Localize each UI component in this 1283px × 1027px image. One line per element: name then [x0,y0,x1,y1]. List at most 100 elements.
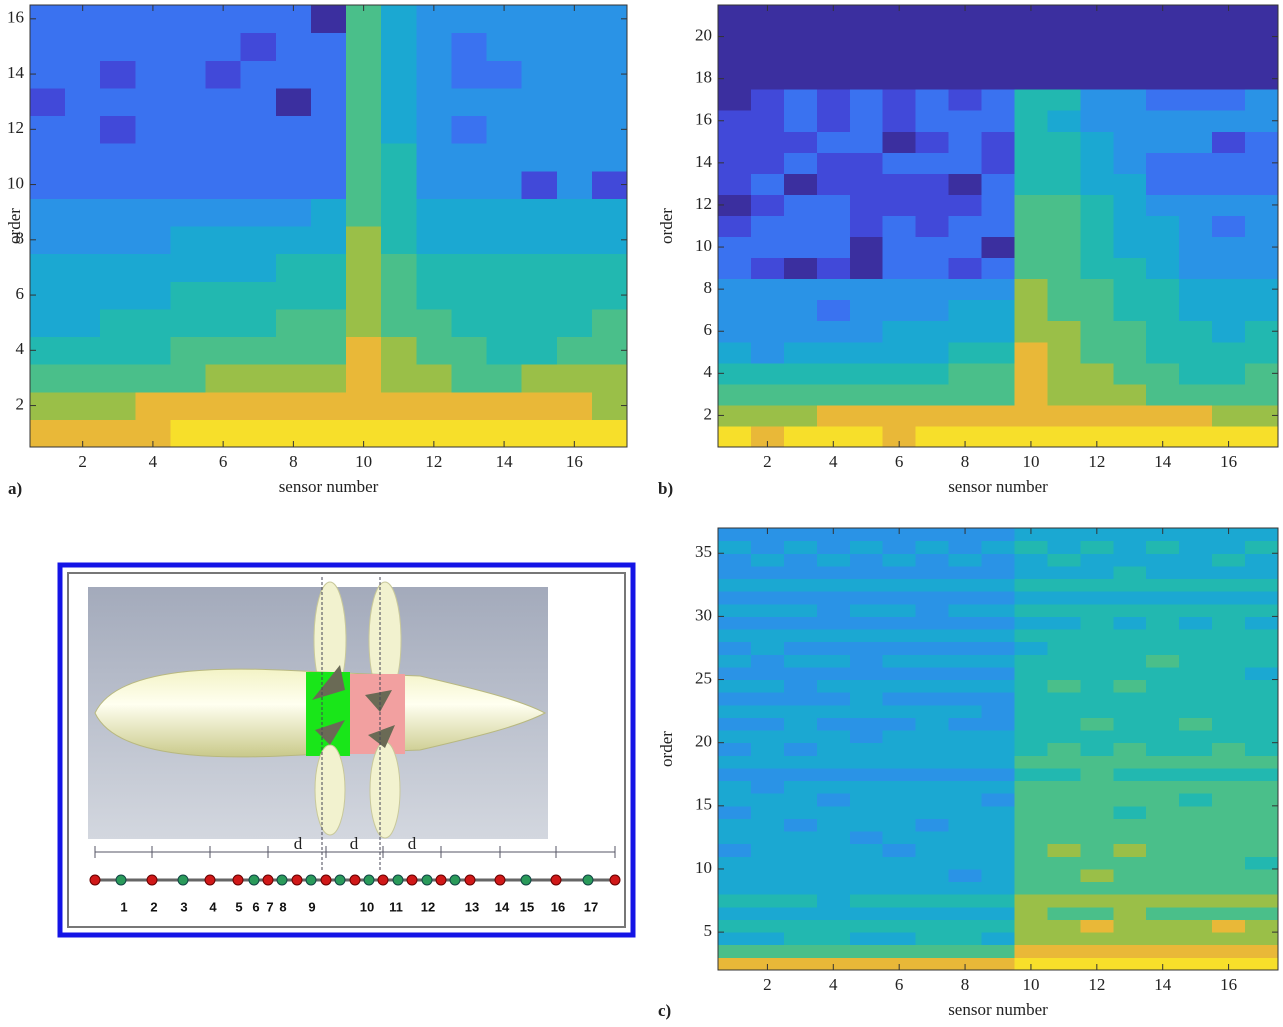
cell [849,565,884,580]
cell [915,194,950,216]
sensor-green [520,874,532,886]
cell [1113,553,1147,567]
cell [1146,5,1180,27]
cell [381,364,417,393]
sensor-label: 12 [421,899,435,914]
cell [882,730,917,744]
cell [849,730,884,744]
cell [1245,591,1279,605]
cell [521,5,558,34]
cell [1179,932,1213,946]
cell [416,364,452,393]
cell [416,308,452,337]
cell [1212,805,1246,819]
cell [1080,641,1114,655]
cell [205,115,242,144]
cell [170,198,207,227]
cell [1212,110,1246,132]
sensor-red [262,874,274,886]
cell [718,818,752,832]
cell [556,281,593,310]
cell [1113,89,1147,111]
cell [1245,654,1279,668]
cell [1179,603,1213,617]
cell [1245,767,1279,782]
cell [1179,591,1213,605]
y-tick-label: 16 [695,110,712,129]
cell [750,944,785,958]
cell [1212,666,1246,681]
cell [1080,383,1114,406]
cell [1113,603,1147,617]
cell [1047,641,1081,655]
cell [816,278,851,301]
cell [521,115,558,144]
cell [1146,767,1180,782]
cell [416,198,452,227]
cell [1146,666,1180,681]
cell [948,26,983,48]
cell [816,173,851,195]
cell [591,308,628,337]
cell [915,629,950,643]
cell [948,894,983,908]
cell [1146,818,1180,832]
cell [591,419,628,448]
cell [718,641,752,655]
cell [849,767,884,782]
cell [1245,215,1279,238]
cell [100,170,136,199]
cell [816,742,851,756]
cell [346,253,382,282]
cell [486,364,523,393]
cell [346,87,382,116]
cell [451,281,488,310]
cell [1212,692,1246,706]
cell [750,742,785,756]
cell [948,793,983,807]
cell [816,932,851,946]
cell [750,805,785,819]
cell [1146,152,1180,174]
cell [1080,881,1114,895]
cell [981,868,1015,883]
cell [816,383,851,406]
cell [1014,278,1048,301]
cell [346,364,382,393]
cell [948,831,983,845]
cell [1014,805,1048,819]
cell [1179,641,1213,655]
cell [591,198,628,227]
cell [783,565,818,580]
sensor-red [89,874,101,886]
cell [1113,780,1147,794]
cell [1080,629,1114,643]
cell [1179,730,1213,744]
cell [783,257,818,280]
y-tick-label: 14 [7,63,25,82]
cell [849,236,884,259]
sensor-red [435,874,447,886]
cell [1245,831,1279,845]
cell [783,5,818,27]
cell [783,919,818,933]
sensor-label: 17 [584,899,598,914]
cell [30,32,66,61]
sensor-red [406,874,418,886]
y-tick-label: 35 [695,542,712,561]
x-tick-label: 14 [496,452,514,471]
cell [750,553,785,567]
cell [948,278,983,301]
cell [65,32,101,61]
cell [1047,110,1081,132]
cell [849,805,884,819]
cell [1080,578,1114,592]
cell [1014,110,1048,132]
cell [948,565,983,580]
cell [1245,553,1279,567]
cell [948,383,983,406]
cell [915,131,950,153]
cell [1080,654,1114,668]
cell [1014,919,1048,933]
